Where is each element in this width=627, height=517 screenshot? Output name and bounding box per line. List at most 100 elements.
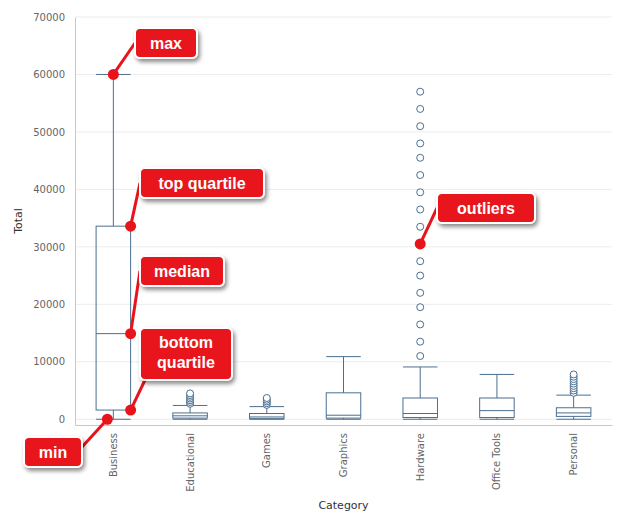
x-tick: Games xyxy=(261,425,272,468)
grid xyxy=(75,17,612,419)
min-cap xyxy=(480,419,515,420)
annotation-dot xyxy=(125,221,136,232)
y-tick: 0 xyxy=(59,414,75,425)
annotation: max xyxy=(108,28,197,80)
annotation-arrow xyxy=(131,271,140,334)
y-tick: 70000 xyxy=(33,12,75,23)
median-line xyxy=(326,415,361,416)
annotation-dot xyxy=(125,328,136,339)
upper-whisker xyxy=(496,374,497,398)
annotation-box xyxy=(437,193,535,223)
upper-whisker xyxy=(343,357,344,393)
y-tick-label: 0 xyxy=(59,414,65,425)
x-tick-label: Hardware xyxy=(415,433,426,481)
y-tick-label: 20000 xyxy=(33,299,65,310)
grid-line xyxy=(75,419,612,420)
annotation-dot xyxy=(125,405,136,416)
outlier xyxy=(417,172,424,179)
annotation: min xyxy=(24,414,113,467)
outlier xyxy=(417,304,424,311)
x-tick: Hardware xyxy=(415,425,426,481)
annotation: bottomquartile xyxy=(125,328,232,416)
y-tick: 40000 xyxy=(33,184,75,195)
outlier xyxy=(417,154,424,161)
y-tick: 20000 xyxy=(33,299,75,310)
box-group xyxy=(403,88,438,419)
plot-marks xyxy=(96,74,591,419)
y-tick-label: 50000 xyxy=(33,127,65,138)
median-line xyxy=(403,413,438,414)
outlier xyxy=(187,390,194,397)
grid-line xyxy=(75,74,612,75)
median-line xyxy=(480,410,515,411)
annotation: top quartile xyxy=(125,168,264,232)
y-tick-label: 10000 xyxy=(33,356,65,367)
box-group xyxy=(96,74,131,419)
grid-line xyxy=(75,246,612,247)
y-tick-label: 70000 xyxy=(33,12,65,23)
annotation-arrow xyxy=(82,419,107,447)
box-group xyxy=(173,390,208,419)
lower-whisker xyxy=(113,410,114,419)
box xyxy=(403,398,438,418)
annotation: outliers xyxy=(415,193,535,249)
outlier xyxy=(417,206,424,213)
outlier xyxy=(417,272,424,279)
outlier xyxy=(417,140,424,147)
min-cap xyxy=(96,419,131,420)
annotation-label: max xyxy=(150,35,182,52)
median-line xyxy=(556,412,591,413)
annotation-label: outliers xyxy=(457,200,515,217)
annotation-dot xyxy=(415,238,426,249)
annotation-arrow xyxy=(131,183,140,226)
grid-line xyxy=(75,17,612,18)
box xyxy=(326,393,361,418)
y-tick: 30000 xyxy=(33,242,75,253)
y-tick: 50000 xyxy=(33,127,75,138)
outlier xyxy=(417,88,424,95)
upper-whisker xyxy=(113,74,114,226)
upper-whisker xyxy=(420,367,421,398)
x-tick: Office Tools xyxy=(491,425,502,490)
outlier xyxy=(417,321,424,328)
median-line xyxy=(173,415,208,416)
min-cap xyxy=(173,419,208,420)
min-cap xyxy=(556,419,591,420)
max-cap xyxy=(326,356,361,357)
max-cap xyxy=(480,374,515,375)
outlier xyxy=(417,123,424,130)
annotation-dot xyxy=(102,414,113,425)
annotation-label: bottomquartile xyxy=(157,334,215,371)
y-axis: 0 10000 20000 30000 40000 50000 60000 70000 xyxy=(33,12,75,426)
box xyxy=(480,398,515,418)
x-tick: Business xyxy=(108,425,119,477)
y-tick-label: 60000 xyxy=(33,69,65,80)
x-tick-label: Educational xyxy=(185,433,196,492)
outlier xyxy=(570,371,577,378)
median-line xyxy=(250,416,285,417)
box-group xyxy=(556,371,591,419)
max-cap xyxy=(403,366,438,367)
outlier xyxy=(263,394,270,401)
x-tick-label: Business xyxy=(108,433,119,477)
grid-line xyxy=(75,304,612,305)
annotation-box xyxy=(140,256,224,286)
x-tick: Graphics xyxy=(338,425,349,477)
annotation-box xyxy=(140,168,264,198)
x-axis: Business Educational Games Graphics Hardware… xyxy=(76,425,613,492)
box-group xyxy=(250,394,285,419)
x-tick-label: Office Tools xyxy=(491,433,502,490)
x-tick-label: Games xyxy=(261,433,272,468)
y-tick: 60000 xyxy=(33,69,75,80)
outlier xyxy=(417,258,424,265)
outlier xyxy=(417,289,424,296)
annotation-box xyxy=(135,28,197,58)
annotation-arrow xyxy=(420,208,437,244)
x-tick: Personal xyxy=(568,425,579,476)
min-cap xyxy=(326,419,361,420)
x-tick-label: Graphics xyxy=(338,433,349,477)
annotation-label: min xyxy=(39,444,67,461)
box-group xyxy=(480,374,515,419)
x-axis-line xyxy=(76,425,613,426)
grid-line xyxy=(75,131,612,132)
